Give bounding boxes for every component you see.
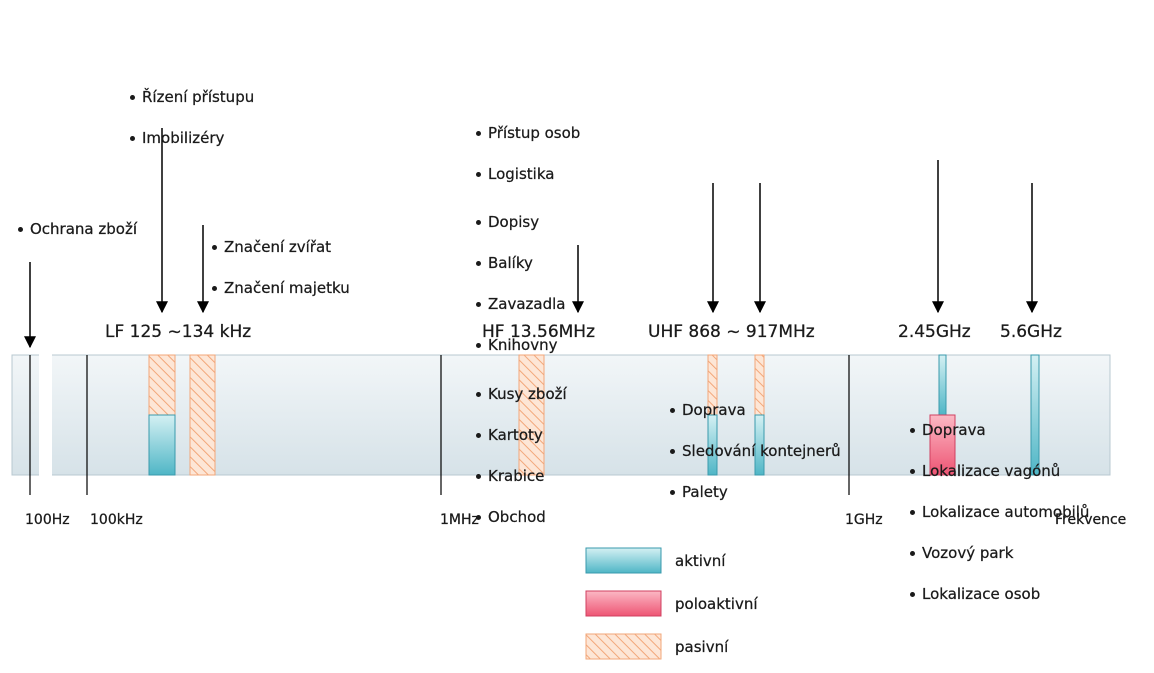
bullet-item: Značení majetku (212, 278, 1154, 299)
band-label: UHF 868 ~ 917MHz (648, 322, 815, 342)
axis-label: 100Hz (25, 512, 70, 528)
bullet-item: Obchod (476, 507, 1154, 528)
axis-label: 100kHz (90, 512, 143, 528)
bands (148, 354, 1040, 476)
axis-label: 1GHz (845, 512, 883, 528)
bullet-item: Ochrana zboží (18, 219, 1154, 240)
bullet-item: Doprava (910, 420, 1154, 441)
band-label: HF 13.56MHz (482, 322, 596, 342)
bullet-item: Přístup osob (476, 123, 1154, 144)
legend-label: poloaktivní (675, 595, 758, 613)
bullet-item: Kartoty (476, 425, 1154, 446)
band-label: LF 125 ~134 kHz (105, 322, 252, 342)
axis-label: Frekvence (1055, 512, 1127, 528)
bullet-item: Kusy zboží (476, 384, 1154, 405)
bullet-item: Lokalizace vagónů (910, 461, 1154, 482)
bullet-item: Značení zvířat (212, 237, 1154, 258)
bullet-item: Sledování kontejnerů (670, 441, 1154, 462)
bullet-item: Dopisy (476, 212, 1154, 233)
bullet-item: Doprava (670, 400, 1154, 421)
axis-label: 1MHz (440, 512, 479, 528)
bullet-item: Lokalizace automobilů (910, 502, 1154, 523)
bullet-item: Imobilizéry (130, 128, 1154, 149)
arrows (24, 128, 1038, 349)
bullet-item: Vozový park (910, 543, 1154, 564)
bullet-item: Krabice (476, 466, 1154, 487)
bullet-item: Knihovny (476, 335, 1154, 356)
legend-label: pasivní (675, 638, 729, 656)
legend-swatches (585, 547, 662, 660)
bullet-item: Balíky (476, 253, 1154, 274)
bullet-item: Zavazadla (476, 294, 1154, 315)
legend-label: aktivní (675, 552, 726, 570)
band-label: 5.6GHz (1000, 322, 1062, 342)
bullet-item: Palety (670, 482, 1154, 503)
bullet-item: Logistika (476, 164, 1154, 185)
bullet-item: Lokalizace osob (910, 584, 1154, 605)
axis-lines (29, 355, 850, 495)
band-label: 2.45GHz (898, 322, 971, 342)
bullet-item: Řízení přístupu (130, 87, 1154, 108)
